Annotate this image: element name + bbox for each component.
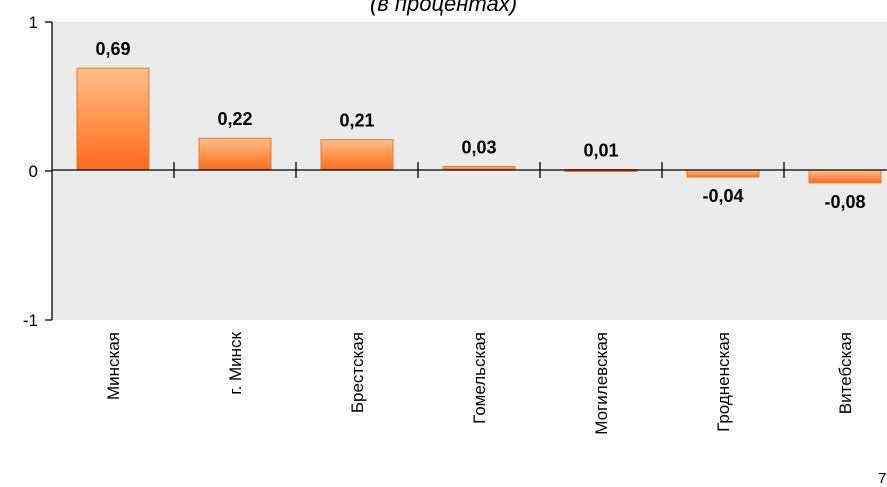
x-category-label: г. Минск bbox=[226, 331, 245, 394]
bar-value-label: 0,21 bbox=[339, 111, 374, 131]
bar bbox=[76, 67, 150, 171]
x-category-label: Гомельская bbox=[470, 332, 489, 424]
x-category-label: Минская bbox=[104, 332, 123, 400]
bar bbox=[320, 139, 394, 171]
plot-area bbox=[52, 22, 887, 320]
bar bbox=[198, 137, 272, 171]
bar-value-label: -0,04 bbox=[702, 186, 743, 206]
bar-value-label: 0,69 bbox=[95, 39, 130, 59]
y-tick-label: -1 bbox=[23, 311, 38, 330]
y-tick-label: 0 bbox=[29, 162, 38, 181]
bar-value-label: 0,22 bbox=[217, 109, 252, 129]
corner-mark: 7 bbox=[878, 470, 887, 487]
bar-value-label: 0,01 bbox=[583, 141, 618, 161]
bar bbox=[686, 169, 760, 178]
bar-value-label: -0,08 bbox=[824, 192, 865, 212]
x-category-label: Брестская bbox=[348, 332, 367, 413]
bar-value-label: 0,03 bbox=[461, 138, 496, 158]
bar bbox=[808, 169, 882, 184]
x-category-label: Могилевская bbox=[592, 332, 611, 435]
y-tick-label: 1 bbox=[29, 13, 38, 32]
chart-subtitle: (в процентах) bbox=[369, 0, 518, 16]
x-category-label: Витебская bbox=[836, 332, 855, 414]
x-category-label: Гродненская bbox=[714, 332, 733, 432]
